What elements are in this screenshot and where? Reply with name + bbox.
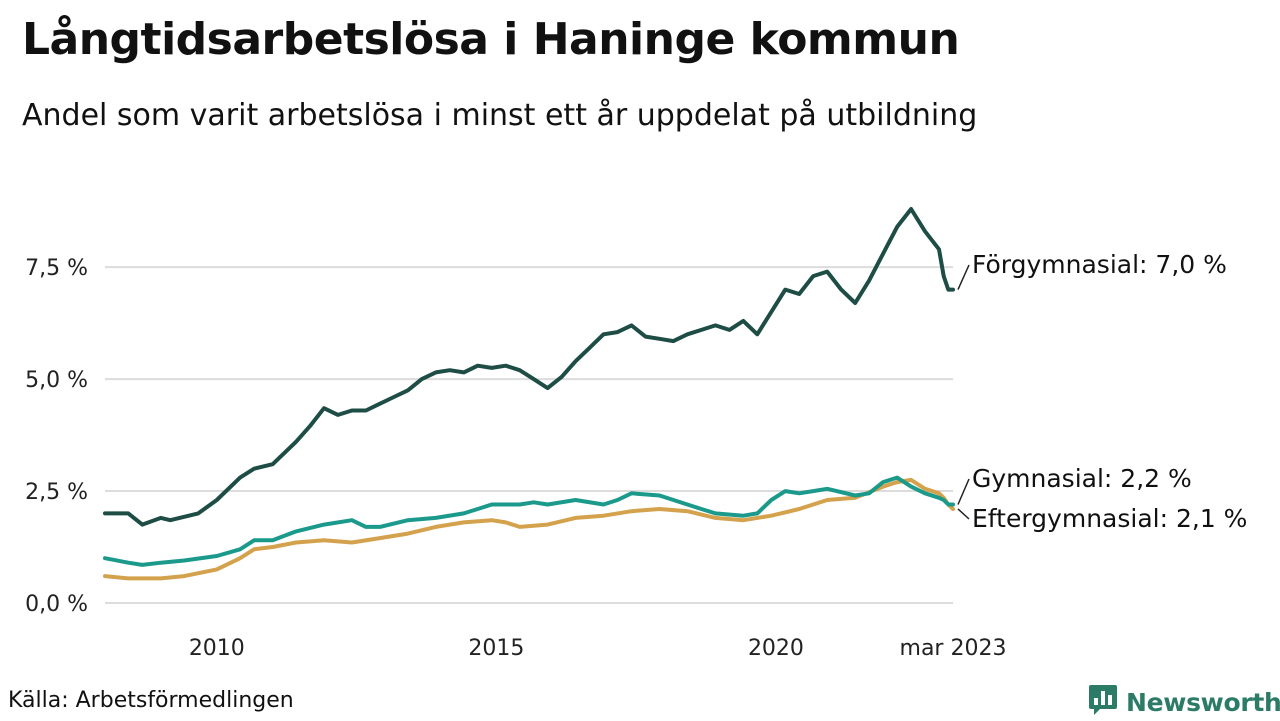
series-end-label: Förgymnasial: 7,0 %: [972, 250, 1227, 279]
y-axis-ticks: 0,0 % 2,5 % 5,0 % 7,5 %: [25, 256, 88, 617]
x-tick-label: 2015: [468, 636, 524, 661]
brand-logo[interactable]: Newsworthy: [1088, 683, 1280, 721]
y-tick-label: 5,0 %: [25, 368, 88, 393]
label-leader-line: [957, 478, 970, 505]
x-tick-label: 2010: [189, 636, 245, 661]
series-end-label: Gymnasial: 2,2 %: [972, 464, 1192, 493]
chart-subtitle: Andel som varit arbetslösa i minst ett å…: [22, 98, 978, 133]
series-end-labels: Förgymnasial: 7,0 % Gymnasial: 2,2 % Efter…: [957, 250, 1247, 533]
series-line-gymnasial: [103, 475, 955, 567]
y-tick-label: 7,5 %: [25, 256, 88, 281]
label-leader-line: [957, 508, 970, 520]
series-end-label: Eftergymnasial: 2,1 %: [972, 504, 1247, 533]
source-note: Källa: Arbetsförmedlingen: [8, 688, 294, 713]
label-leader-line: [957, 264, 970, 290]
series-line-förgymnasial: [103, 207, 955, 527]
chart-title: Långtidsarbetslösa i Haninge kommun: [22, 14, 960, 65]
y-tick-label: 0,0 %: [25, 592, 88, 617]
x-axis-ticks: 2010 2015 2020 mar 2023: [189, 636, 1007, 661]
x-tick-label: mar 2023: [900, 636, 1007, 661]
x-tick-label: 2020: [748, 636, 804, 661]
series-lines: [103, 207, 955, 581]
bar-chart-logo-icon: [1088, 683, 1118, 721]
y-tick-label: 2,5 %: [25, 480, 88, 505]
brand-name: Newsworthy: [1126, 687, 1280, 717]
series-line-eftergymnasial: [103, 477, 955, 581]
